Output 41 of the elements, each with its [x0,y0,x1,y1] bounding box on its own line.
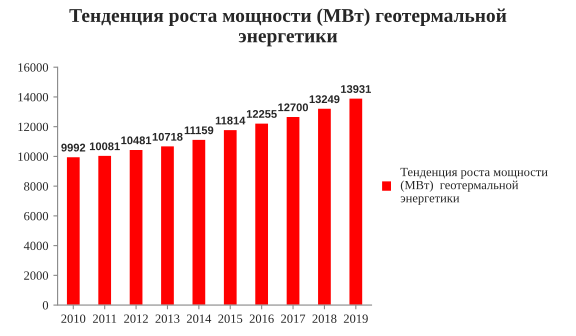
y-tick-label: 6000 [24,212,48,220]
y-tick-label: 0 [42,301,48,310]
y-tick-label: 2000 [24,271,48,280]
y-tick-label: 8000 [24,182,48,191]
x-tick-label: 2012 [124,314,148,323]
bar [191,138,207,306]
data-label: 10481 [121,136,152,144]
bar [285,116,301,306]
x-tick-label: 2016 [250,314,274,323]
bar [66,156,82,306]
bar [96,154,112,306]
bar [160,145,176,306]
bar [348,97,364,306]
data-label: 13931 [341,85,371,94]
legend-label: Тенденция роста мощности (МВт) геотермальной энергетики [400,168,548,205]
x-tick-label: 2013 [156,314,180,323]
y-tick-label: 10000 [18,152,48,161]
bar [128,148,144,306]
y-tick-label: 14000 [18,92,48,102]
data-label: 12255 [246,110,277,118]
x-tick-label: 2018 [312,314,336,323]
data-label: 11814 [216,116,246,124]
x-tick-label: 2014 [186,314,212,323]
data-label: 10718 [152,132,183,141]
bar [222,128,238,306]
data-label: 12700 [278,103,308,112]
x-tick-label: 2017 [281,314,306,323]
data-label: 13249 [310,95,340,104]
y-tick-label: 12000 [18,122,48,132]
data-label: 10081 [90,142,120,150]
data-label: 11159 [184,126,214,134]
x-tick-label: 2010 [61,314,86,323]
x-tick-label: 2019 [344,314,368,323]
y-tick-label: 4000 [24,242,48,250]
y-tick-label: 16000 [18,63,48,72]
x-tick-label: 2015 [218,314,242,323]
bar [254,122,270,306]
chart-title: Тенденция роста мощности (МВт) геотермальной энергетики [69,8,506,46]
bar [316,107,332,306]
data-label: 9992 [61,144,86,152]
x-tick-label: 2011 [92,314,116,323]
